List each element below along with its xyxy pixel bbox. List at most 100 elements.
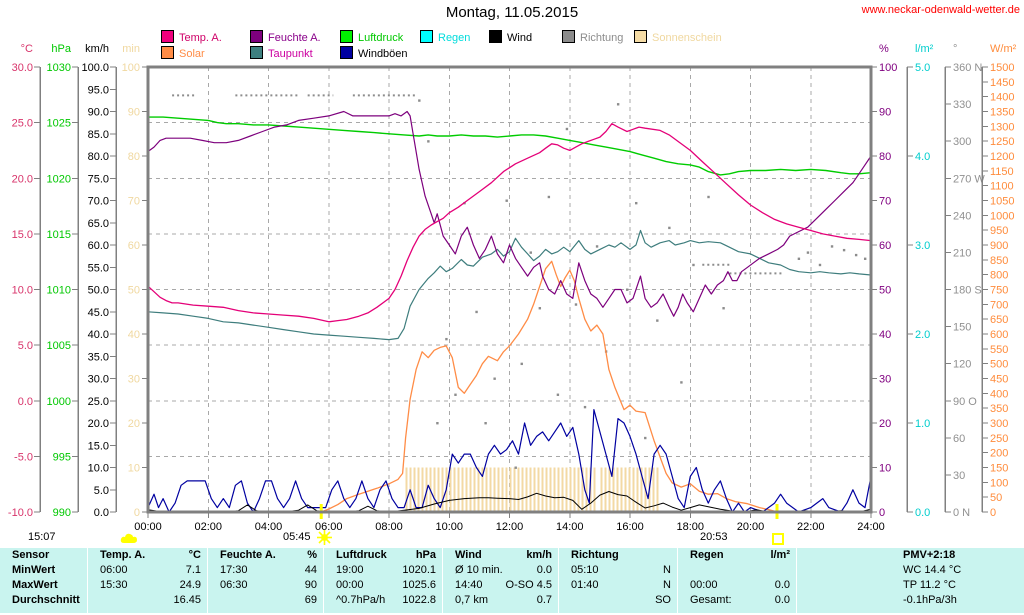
kmh-tick-label: 80.0: [88, 151, 109, 163]
table-group-header-value: l/m²: [770, 549, 790, 561]
table-group-header-label: Temp. A.: [100, 549, 146, 561]
pct-tick-label: 100: [879, 62, 897, 74]
temp-tick-label: 15.0: [12, 229, 33, 241]
series-wind-line: [147, 491, 872, 513]
pct-tick-label: 80: [879, 151, 891, 163]
table-cell-value: 0.0: [774, 579, 790, 591]
temp-tick-label: -5.0: [14, 451, 33, 463]
min-tick-label: 0: [134, 507, 140, 519]
kmh-tick-label: 15.0: [88, 440, 109, 452]
pct-tick-label: 90: [879, 107, 891, 119]
wm2-tick-label: 1450: [990, 77, 1014, 89]
legend-item-taupunkt: Taupunkt: [250, 46, 313, 60]
temp-tick-label: 20.0: [12, 173, 33, 185]
table-sensor-column: Sensor MinWert MaxWert Durchschnitt: [0, 548, 87, 613]
table-cell: 00:00 0.0: [678, 578, 796, 593]
richtung-dot: [475, 310, 478, 314]
table-cell: 01:40 N: [559, 578, 677, 593]
table-header-sensor: Sensor: [0, 548, 87, 563]
table-group-header: Richtung: [559, 548, 677, 563]
legend-label: Luftdruck: [358, 32, 404, 44]
richtung-dot: [493, 377, 496, 380]
x-axis-label: 12:00: [496, 521, 524, 533]
kmh-tick-label: 65.0: [88, 218, 109, 230]
table-group-header-value: °C: [188, 549, 201, 561]
deg-tick-label: 30: [953, 470, 965, 482]
legend-label: Wind: [507, 32, 533, 44]
table-pmv-block: PMV+2:18 WC 14.4 °C TP 11.2 °C -0.1hPa/3h: [797, 548, 1024, 613]
min-tick-label: 50: [128, 285, 140, 297]
table-cell: ^0.7hPa/h 1022.8: [324, 593, 442, 608]
wm2-tick-label: 100: [990, 477, 1008, 489]
pct-tick-label: 50: [879, 285, 891, 297]
wm2-tick-label: 1250: [990, 136, 1014, 148]
sunset-time: 20:53: [700, 531, 728, 543]
deg-tick-label: 60: [953, 433, 965, 445]
deg-tick-label: 210: [953, 247, 971, 259]
hpa-tick-label: 1020: [47, 173, 71, 185]
legend-item-regen: Regen: [420, 30, 471, 44]
table-cell-value: 0.0: [536, 564, 552, 576]
wm2-tick-label: 1350: [990, 107, 1014, 119]
table-group-header-value: km/h: [526, 549, 552, 561]
table-cell-label: 06:00: [100, 564, 128, 576]
table-cell-value: 0.0: [774, 594, 790, 606]
x-axis-label: 10:00: [435, 521, 463, 533]
richtung-dot: [538, 307, 542, 310]
min-tick-label: 90: [128, 107, 140, 119]
hpa-tick-label: 1015: [47, 229, 71, 241]
table-group-richtung: Richtung 05:10 N 01:40 N SO: [559, 548, 677, 613]
deg-tick-label: 0 N: [953, 507, 970, 519]
legend-label: Sonnenschein: [652, 32, 722, 44]
pct-tick-label: 10: [879, 463, 891, 475]
lm2-tick-label: 5.0: [915, 62, 930, 74]
table-cell-value: 16.45: [173, 594, 201, 606]
table-rowname-minwert-label: MinWert: [12, 564, 56, 576]
legend-label: Regen: [438, 32, 471, 44]
taupunkt-swatch-icon: [250, 46, 263, 59]
kmh-tick-label: 30.0: [88, 374, 109, 386]
temp-tick-label: 0.0: [18, 396, 33, 408]
weather-chart: 00:00 02:00 04:00 06:00 08:00 10:00 12:00 14:00…: [8, 43, 1017, 533]
pct-tick-label: 40: [879, 329, 891, 341]
website-link[interactable]: www.neckar-odenwald-wetter.de: [861, 4, 1020, 16]
table-cell: SO: [559, 593, 677, 608]
table-cell-label: 14:40: [455, 579, 483, 591]
kmh-tick-label: 45.0: [88, 307, 109, 319]
table-cell-label: [686, 563, 690, 578]
wm2-tick-label: 1150: [990, 166, 1014, 178]
richtung-dot: [595, 245, 599, 248]
min-tick-label: 20: [128, 418, 140, 430]
legend-item-solar: Solar: [161, 46, 205, 60]
richtung-dot: [556, 393, 560, 396]
x-axis-label: 08:00: [375, 521, 403, 533]
moon-icon: [120, 533, 146, 547]
legend-item-wind: Wind: [489, 30, 533, 44]
pmv-line-3: -0.1hPa/3h: [903, 594, 957, 606]
hpa-tick-label: 990: [53, 507, 71, 519]
table-group-tempa: Temp. A. °C 06:00 7.1 15:30 24.9 16.45: [88, 548, 207, 613]
table-cell-label: 00:00: [336, 579, 364, 591]
table-cell-label: [216, 593, 220, 608]
regen-swatch-icon: [420, 30, 433, 43]
deg-tick-label: 120: [953, 359, 971, 371]
kmh-tick-label: 60.0: [88, 240, 109, 252]
x-axis-label: 24:00: [857, 521, 885, 533]
legend-label: Solar: [179, 48, 205, 60]
richtung-dot: [418, 99, 421, 102]
hpa-tick-label: 1005: [47, 340, 71, 352]
wm2-tick-label: 1100: [990, 181, 1014, 193]
kmh-tick-label: 40.0: [88, 329, 109, 341]
pmv-line-0: PMV+2:18: [903, 549, 956, 561]
deg-tick-label: 330: [953, 99, 971, 111]
richtung-dot: [818, 263, 822, 267]
wm2-tick-label: 600: [990, 329, 1008, 341]
sunset-icon: [772, 533, 784, 545]
table-cell-value: 1025.6: [402, 579, 436, 591]
table-group-luftdruck: Luftdruck hPa 19:00 1020.1 00:00 1025.6 ^0.7hP…: [324, 548, 442, 613]
deg-tick-label: 360 N: [953, 62, 982, 74]
wm2-tick-label: 1400: [990, 92, 1014, 104]
wm2-tick-label: 1000: [990, 210, 1014, 222]
hpa-tick-label: 995: [53, 451, 71, 463]
hpa-tick-label: 1025: [47, 118, 71, 130]
